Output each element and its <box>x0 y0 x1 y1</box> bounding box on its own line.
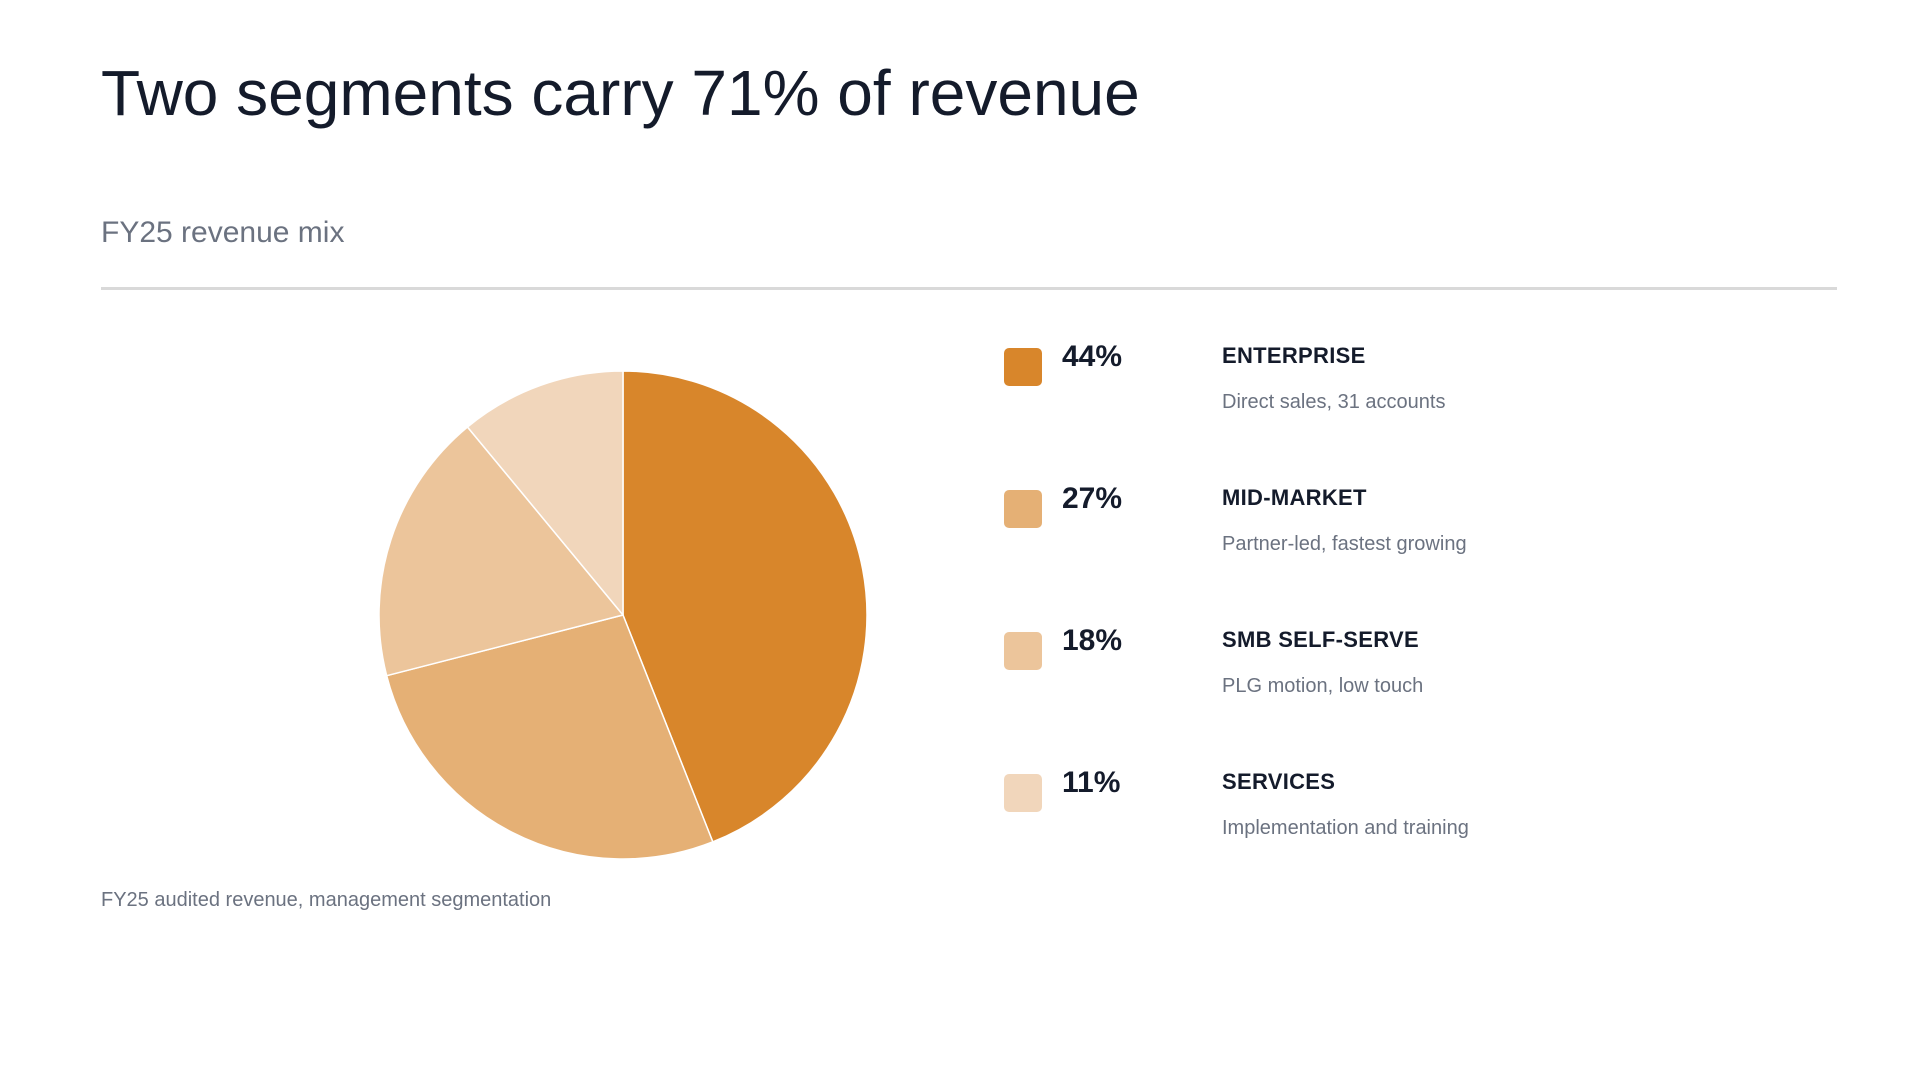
legend-swatch <box>1004 348 1042 386</box>
divider-rule <box>101 287 1837 290</box>
pie-slice-services <box>466 370 624 616</box>
legend-item-services: 11% SERVICES Implementation and training <box>1004 766 1704 876</box>
legend-segment-name: ENTERPRISE <box>1222 343 1366 368</box>
slide-title: Two segments carry 71% of revenue <box>101 57 1140 129</box>
footnote: FY25 audited revenue, management segment… <box>101 889 552 911</box>
slide-subtitle: FY25 revenue mix <box>101 216 345 249</box>
legend-segment-name: SMB SELF-SERVE <box>1222 627 1419 652</box>
pie-chart-svg <box>378 370 868 860</box>
legend-percent: 44% <box>1062 340 1123 373</box>
legend-segment-description: Partner-led, fastest growing <box>1222 533 1467 555</box>
legend-swatch <box>1004 632 1042 670</box>
legend-segment-name: SERVICES <box>1222 769 1336 794</box>
legend-item-smb-self-serve: 18% SMB SELF-SERVE PLG motion, low touch <box>1004 624 1704 734</box>
legend-segment-name: MID-MARKET <box>1222 485 1367 510</box>
legend-item-mid-market: 27% MID-MARKET Partner-led, fastest grow… <box>1004 482 1704 592</box>
pie-chart <box>378 370 868 860</box>
legend-swatch <box>1004 490 1042 528</box>
legend-percent: 11% <box>1062 766 1121 799</box>
legend-swatch <box>1004 774 1042 812</box>
pie-slice-mid-market <box>385 614 714 860</box>
legend-segment-description: Implementation and training <box>1222 817 1469 839</box>
pie-slice-enterprise <box>622 370 868 843</box>
legend-percent: 27% <box>1062 482 1123 515</box>
pie-slice-smb-self-serve <box>378 426 624 677</box>
legend-percent: 18% <box>1062 624 1123 657</box>
legend-item-enterprise: 44% ENTERPRISE Direct sales, 31 accounts <box>1004 340 1704 450</box>
legend-segment-description: PLG motion, low touch <box>1222 675 1424 697</box>
legend-segment-description: Direct sales, 31 accounts <box>1222 391 1446 413</box>
